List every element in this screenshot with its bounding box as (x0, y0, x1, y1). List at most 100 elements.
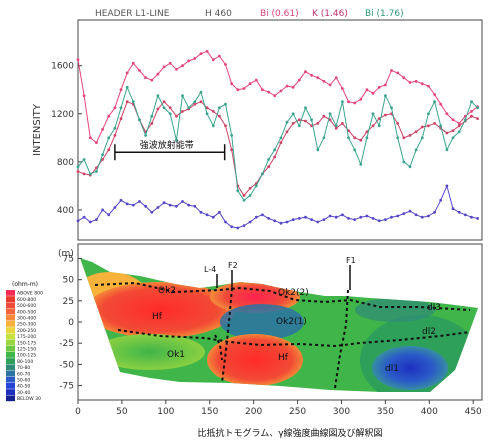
series-point-2 (470, 100, 473, 104)
red-zone-hf-left (85, 282, 235, 338)
y-ticks: 400 800 1200 1600 (51, 62, 82, 216)
legend-label: 400-500 (17, 309, 36, 315)
depth-tick-label: -25 (59, 339, 74, 349)
y-axis-label: INTENSITY (32, 103, 43, 156)
series-point-2 (82, 158, 86, 161)
series-point-2 (95, 170, 98, 173)
legend-swatch (6, 358, 15, 364)
series-point-1 (420, 125, 424, 129)
series-point-0 (334, 76, 338, 80)
series-point-1 (181, 110, 184, 113)
series-point-3 (261, 213, 264, 217)
series-point-1 (291, 122, 295, 125)
series-point-0 (427, 84, 430, 88)
annotation: 強波放射能帯 (114, 139, 226, 161)
series-point-3 (95, 218, 98, 222)
title-part-line: HEADER L1-LINE (95, 9, 170, 19)
series-point-3 (427, 214, 430, 218)
series-point-2 (162, 106, 166, 110)
series-point-0 (408, 81, 412, 84)
series-point-2 (463, 118, 467, 122)
legend-label: 125-150 (17, 347, 36, 353)
series-point-0 (236, 88, 240, 92)
series-point-0 (445, 112, 449, 116)
red-zone-hf-center (207, 334, 303, 386)
series-point-0 (316, 76, 320, 80)
series-point-3 (168, 203, 172, 207)
distance-tick-label: 50 (116, 407, 128, 417)
series-point-0 (384, 83, 387, 87)
series-point-2 (113, 126, 117, 130)
series-point-1 (279, 141, 283, 145)
series-point-3 (445, 184, 449, 188)
zone-labels: Ok2 Hf Ok1 Ok2(2) Ok2(1) Hf dl3 dl2 dl1 (152, 286, 441, 374)
series-point-2 (420, 136, 424, 140)
series-point-0 (396, 71, 400, 75)
legend-label: 80-100 (17, 359, 33, 365)
series-point-3 (76, 219, 80, 223)
depth-tick-label: -75 (59, 382, 74, 392)
zone-label-dl1: dl1 (385, 364, 399, 374)
series-point-2 (371, 112, 375, 116)
series-point-1 (365, 130, 369, 134)
intensity-plot-frame (77, 19, 483, 241)
series-point-3 (162, 201, 166, 205)
series-point-3 (187, 203, 191, 207)
series-point-3 (476, 217, 479, 220)
series-point-2 (125, 85, 129, 89)
series-point-0 (113, 106, 117, 110)
series-point-1 (119, 117, 123, 120)
series-point-0 (402, 76, 406, 80)
resistivity-legend: (ohm-m) ABOVE 800600-800500-600400-50030… (6, 281, 43, 402)
series-point-3 (88, 220, 92, 224)
legend-swatch (6, 389, 15, 395)
series-point-1 (304, 119, 307, 123)
legend-label: 70-80 (17, 365, 30, 371)
series-point-2 (347, 136, 350, 140)
legend-swatch (6, 302, 15, 309)
series-point-0 (230, 82, 234, 86)
legend-unit: (ohm-m) (12, 281, 38, 288)
series-point-3 (119, 198, 123, 202)
series-point-3 (390, 215, 393, 219)
series-point-3 (131, 203, 135, 207)
depth-unit-label: (m) (58, 249, 74, 259)
series-point-0 (304, 70, 307, 74)
depth-tick-label: 75 (63, 254, 74, 264)
series-point-0 (310, 73, 313, 77)
series-point-2 (451, 136, 455, 140)
intensity-chart: HEADER L1-LINE H 460 Bi (0.61) K (1.46) … (32, 9, 483, 241)
marker-l4: L-4 (204, 265, 216, 274)
series-point-2 (131, 100, 135, 104)
zone-label-ok2-1: Ok2(1) (276, 317, 307, 327)
series-point-0 (322, 79, 326, 83)
series-point-0 (353, 101, 357, 105)
series-point-0 (248, 82, 252, 86)
series-point-2 (175, 138, 178, 142)
series-point-2 (334, 124, 338, 128)
series-point-2 (107, 136, 111, 140)
series-point-0 (82, 94, 86, 98)
series-point-3 (377, 219, 381, 223)
legend-label: 300-400 (17, 316, 36, 322)
legend-swatch (6, 345, 15, 352)
zone-label-ok1: Ok1 (167, 350, 185, 360)
legend-swatch (6, 352, 15, 358)
series-point-0 (359, 97, 363, 101)
series-point-1 (162, 100, 166, 104)
series-point-2 (359, 162, 363, 166)
series-point-0 (371, 91, 375, 95)
series-point-0 (377, 85, 381, 89)
series-point-0 (261, 88, 264, 92)
series-point-1 (82, 172, 86, 176)
legend-swatch (6, 370, 15, 377)
series-point-3 (175, 204, 178, 208)
series-point-1 (156, 107, 160, 111)
series-point-0 (414, 79, 418, 83)
series-point-2 (156, 94, 160, 98)
legend-label: 30-40 (17, 390, 30, 396)
series-point-0 (199, 52, 203, 56)
series-point-1 (218, 114, 221, 118)
series-point-3 (433, 210, 436, 214)
series-point-2 (273, 148, 277, 152)
